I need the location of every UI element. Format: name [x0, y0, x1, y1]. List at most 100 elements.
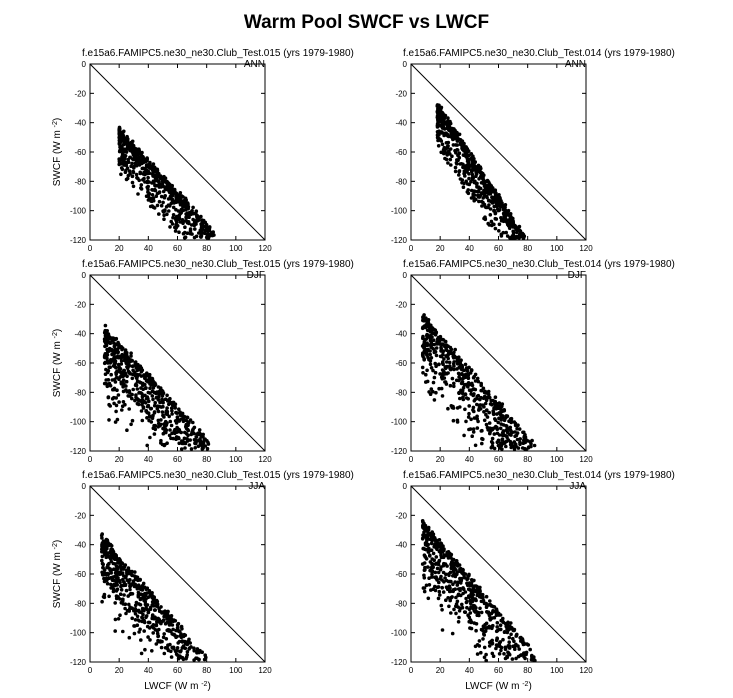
data-point: [499, 216, 503, 220]
data-point: [202, 437, 207, 442]
data-point: [469, 626, 474, 631]
data-point: [439, 553, 443, 557]
data-point: [135, 379, 140, 384]
data-point: [150, 389, 155, 394]
data-point: [121, 142, 126, 147]
data-point: [163, 622, 168, 626]
data-point: [177, 198, 182, 202]
x-tick-label: 100: [229, 244, 243, 253]
data-point: [157, 606, 161, 611]
x-tick-label: 80: [523, 244, 532, 253]
data-point: [152, 411, 157, 415]
data-point: [495, 204, 499, 208]
x-tick-label: 20: [115, 455, 124, 464]
data-point: [134, 395, 138, 400]
data-point: [435, 342, 439, 346]
data-point: [139, 187, 144, 191]
data-point: [150, 380, 155, 385]
data-point: [145, 416, 149, 420]
one-to-one-line: [410, 274, 587, 452]
one-to-one-line: [89, 485, 266, 663]
data-point: [195, 218, 200, 223]
data-point: [194, 209, 199, 213]
data-point: [159, 438, 163, 443]
figure-title: Warm Pool SWCF vs LWCF: [243, 12, 490, 33]
data-point: [151, 426, 156, 431]
data-point: [101, 565, 105, 570]
data-point: [124, 177, 129, 182]
data-point: [461, 571, 466, 575]
data-point: [181, 414, 186, 419]
data-point: [101, 562, 105, 567]
data-point: [176, 627, 180, 632]
data-point: [447, 589, 452, 594]
data-point: [489, 199, 493, 204]
data-point: [439, 120, 444, 124]
data-point: [105, 543, 110, 548]
data-point: [500, 433, 505, 438]
x-tick-label: 120: [579, 455, 593, 464]
data-point: [207, 234, 212, 238]
data-point: [499, 418, 504, 422]
data-point: [181, 231, 186, 236]
data-point: [161, 619, 165, 623]
data-point: [158, 423, 162, 428]
data-point: [128, 171, 132, 176]
data-point: [430, 557, 435, 561]
data-point: [120, 167, 125, 172]
data-point: [165, 617, 169, 621]
data-point: [466, 415, 471, 419]
data-point: [472, 578, 476, 583]
data-point: [435, 122, 440, 126]
data-point: [471, 193, 476, 198]
y-tick-label: -40: [395, 541, 407, 550]
data-point: [140, 615, 144, 620]
data-point: [426, 565, 430, 569]
data-point: [429, 548, 434, 552]
data-point: [179, 447, 184, 451]
data-point: [131, 387, 135, 392]
data-point: [139, 152, 143, 157]
data-point: [155, 628, 160, 633]
data-point: [473, 379, 478, 383]
data-point: [428, 362, 433, 367]
data-point: [102, 381, 107, 386]
data-point: [507, 419, 511, 424]
data-point: [508, 236, 512, 240]
data-point: [120, 133, 125, 137]
data-point: [160, 179, 165, 183]
data-point: [164, 422, 169, 427]
data-point: [183, 430, 187, 435]
data-point: [472, 416, 477, 420]
data-point: [453, 347, 458, 352]
data-point: [203, 224, 207, 229]
data-point: [448, 157, 453, 162]
data-point: [501, 616, 505, 621]
data-point: [511, 225, 515, 229]
data-point: [469, 417, 473, 422]
data-point: [129, 164, 133, 169]
data-point: [501, 230, 506, 235]
data-point: [185, 221, 190, 225]
data-point: [498, 411, 502, 416]
data-point: [530, 438, 534, 443]
data-point: [498, 613, 503, 617]
data-point: [155, 619, 159, 624]
data-point: [462, 610, 467, 614]
data-point: [154, 194, 159, 198]
data-point: [130, 376, 135, 381]
data-point: [440, 142, 445, 147]
data-point: [507, 624, 512, 629]
data-point: [477, 639, 482, 643]
data-point: [189, 432, 193, 437]
data-point: [490, 195, 494, 199]
data-point: [436, 118, 440, 122]
data-point: [133, 603, 138, 608]
data-point: [438, 593, 442, 597]
data-point: [466, 376, 471, 381]
data-point: [494, 217, 499, 221]
data-point: [161, 200, 165, 205]
data-point: [465, 369, 470, 373]
data-point: [114, 396, 118, 400]
data-point: [464, 596, 468, 601]
